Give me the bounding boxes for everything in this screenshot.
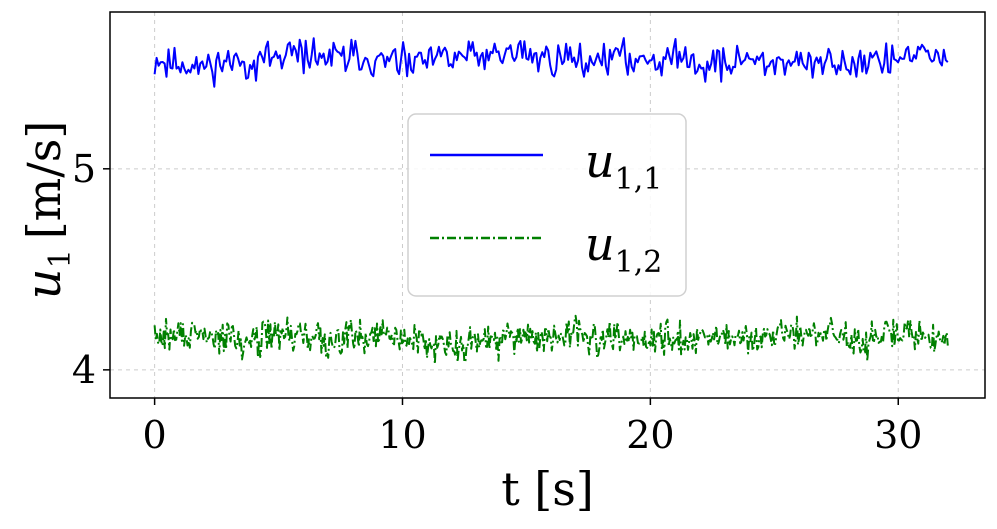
x-tick-label: 20: [626, 413, 674, 457]
legend: u1,1 u1,2: [407, 113, 687, 297]
y-axis-label-unit: [m/s]: [17, 121, 71, 240]
legend-box: [407, 113, 687, 297]
ticks: 0 10 20 30 4 5: [72, 147, 923, 457]
legend-label-2: u1,2: [585, 217, 662, 280]
y-tick-label: 4: [72, 348, 96, 392]
axes-frame: [109, 11, 986, 399]
x-tick-label: 30: [874, 413, 922, 457]
legend-label-1: u1,1: [585, 134, 662, 197]
y-axis-label: u1 [m/s]: [16, 121, 78, 300]
x-axis-label: t [s]: [501, 462, 594, 516]
series-line-1: [153, 37, 949, 88]
y-tick-label: 5: [72, 147, 96, 191]
y-axis-label-sub: 1: [43, 249, 78, 268]
y-axis-label-var: u: [16, 268, 72, 299]
series-line-2: [153, 314, 949, 365]
series-lines: [153, 37, 949, 365]
x-tick-label: 10: [378, 413, 426, 457]
x-tick-label: 0: [143, 413, 167, 457]
